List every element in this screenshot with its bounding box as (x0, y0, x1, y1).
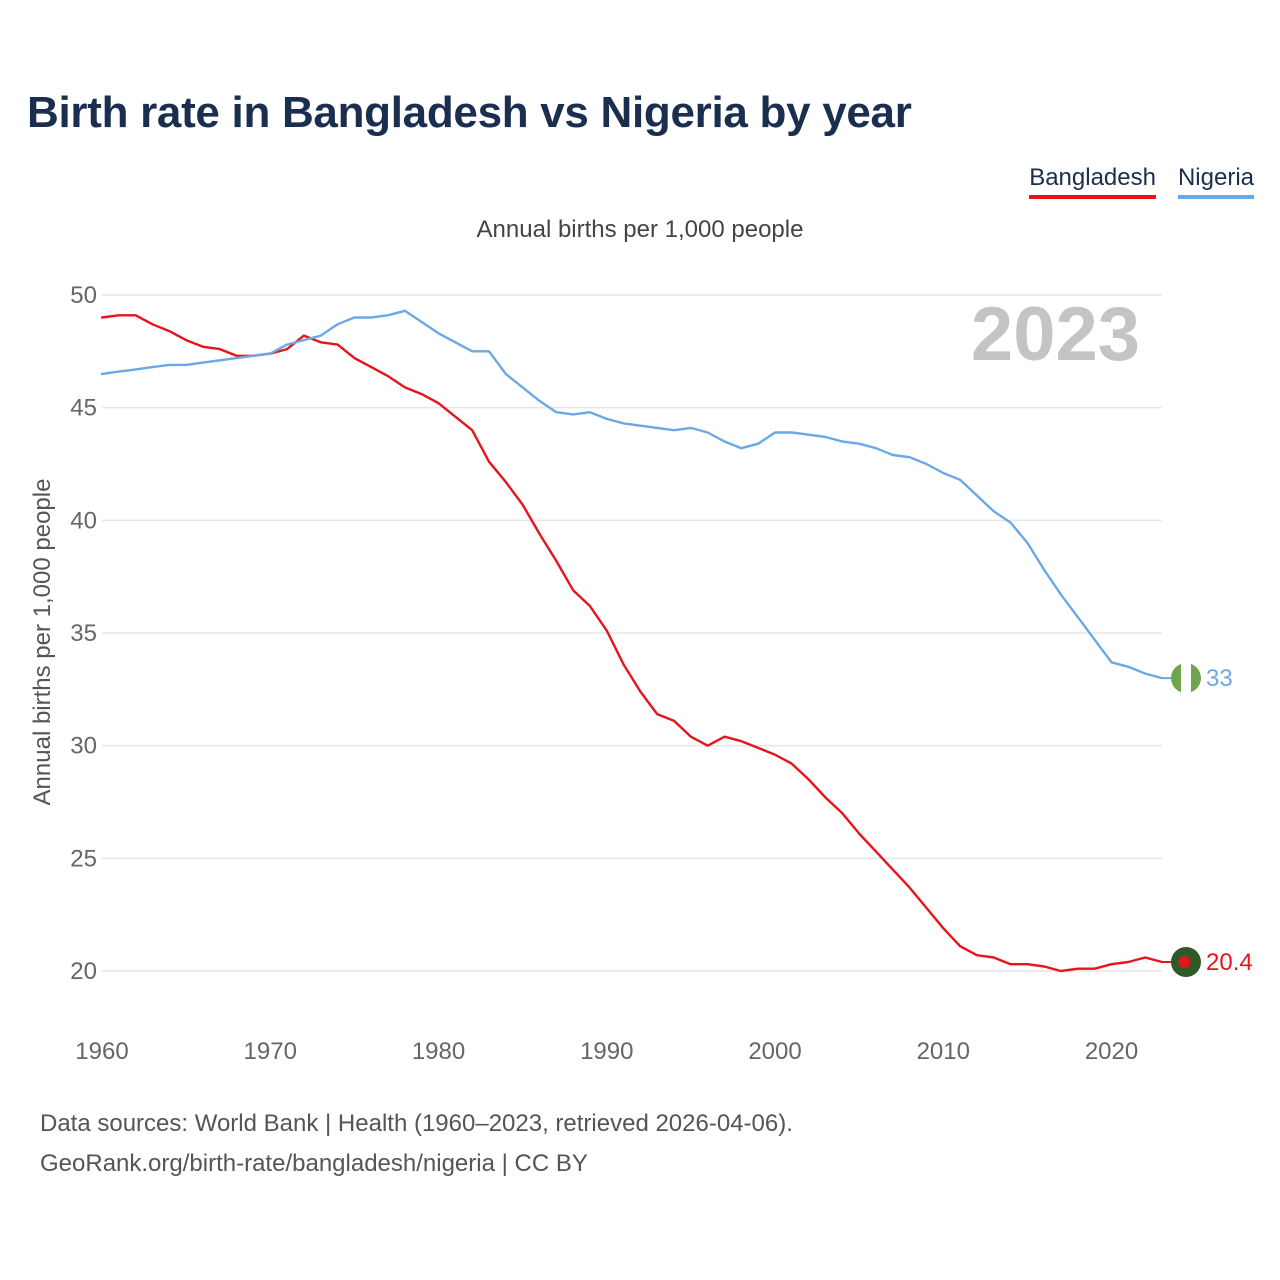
x-axis: 1960 1970 1980 1990 2000 2010 2020 (75, 1038, 1138, 1065)
x-tick-label: 1990 (580, 1038, 633, 1065)
footer: Data sources: World Bank | Health (1960–… (40, 1104, 793, 1184)
y-tick-label: 20 (70, 958, 97, 985)
y-axis: 20 25 30 35 40 45 50 (70, 282, 97, 985)
series-line-nigeria (100, 309, 1164, 680)
nigeria-flag-band-center (1181, 663, 1191, 694)
x-tick-label: 2000 (748, 1038, 801, 1065)
page-title: Birth rate in Bangladesh vs Nigeria by y… (27, 88, 912, 137)
line-chart: 20 25 30 35 40 45 50 1960 1970 1980 1990 2000 2010 2… (29, 282, 1253, 1065)
y-tick-label: 35 (70, 620, 97, 647)
bangladesh-flag-disc (1178, 955, 1191, 968)
end-value-label-bangladesh: 20.4 (1206, 949, 1253, 976)
x-tick-label: 2020 (1085, 1038, 1138, 1065)
footer-sources: Data sources: World Bank | Health (1960–… (40, 1110, 793, 1137)
series-lines (100, 309, 1164, 973)
legend-item-bangladesh[interactable]: Bangladesh (1029, 163, 1156, 199)
bangladesh-flag-icon (1171, 946, 1201, 977)
chart-subtitle: Annual births per 1,000 people (476, 216, 804, 243)
x-tick-label: 1980 (412, 1038, 465, 1065)
x-tick-label: 1970 (244, 1038, 297, 1065)
y-axis-label: Annual births per 1,000 people (29, 479, 56, 806)
y-tick-label: 25 (70, 845, 97, 872)
series-line-bangladesh (100, 314, 1164, 973)
nigeria-flag-icon (1171, 663, 1201, 694)
end-value-label-nigeria: 33 (1206, 665, 1233, 692)
legend: Bangladesh Nigeria (1029, 163, 1254, 199)
nigeria-flag-band-right (1191, 663, 1201, 694)
nigeria-flag-band-left (1171, 663, 1181, 694)
footer-link[interactable]: GeoRank.org/birth-rate/bangladesh/nigeri… (40, 1150, 588, 1177)
x-tick-label: 1960 (75, 1038, 128, 1065)
y-tick-label: 40 (70, 507, 97, 534)
legend-item-nigeria[interactable]: Nigeria (1177, 163, 1254, 199)
x-tick-label: 2010 (917, 1038, 970, 1065)
y-tick-label: 50 (70, 282, 97, 309)
series-end-markers: 20.4 33 (1162, 663, 1253, 977)
year-overlay: 2023 (971, 292, 1140, 377)
y-tick-label: 45 (70, 395, 97, 422)
grid (102, 294, 1162, 972)
y-tick-label: 30 (70, 733, 97, 760)
